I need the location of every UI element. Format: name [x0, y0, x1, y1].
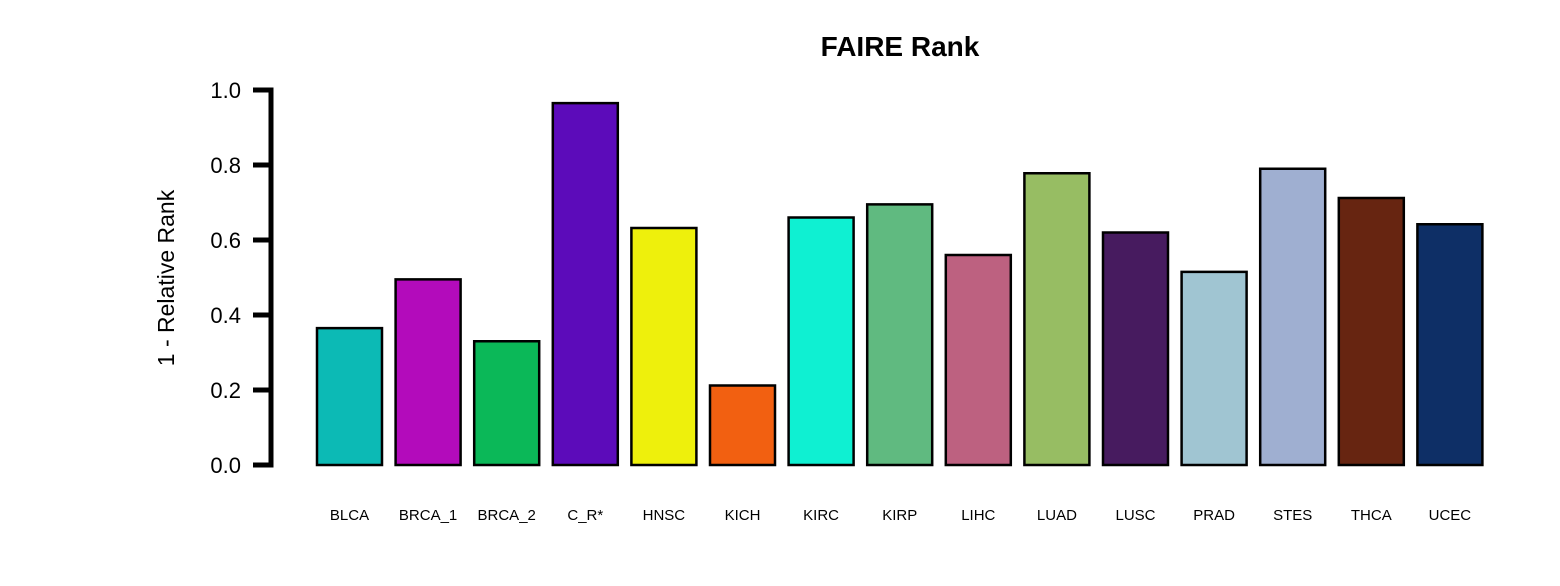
bar-stes	[1258, 167, 1327, 467]
x-tick-label: LUAD	[1037, 507, 1077, 524]
bar-kich	[708, 384, 777, 467]
x-tick-label: C_R*	[567, 507, 603, 524]
x-tick-labels: BLCA BRCA_1 BRCA_2 C_R* HNSC KICH KIRC KIRP LIHC…	[330, 507, 1471, 524]
bar-luad	[1023, 172, 1091, 467]
x-tick-label: PRAD	[1193, 507, 1235, 524]
x-tick-label: KICH	[725, 507, 761, 524]
bar-blca	[315, 326, 384, 467]
bar-brca-2	[472, 340, 541, 467]
bar-prad	[1180, 270, 1248, 467]
bar-kirc	[787, 216, 855, 467]
y-tick-label: 0.0	[210, 453, 241, 478]
y-tick-label: 0.2	[210, 378, 241, 403]
x-tick-label: STES	[1273, 507, 1312, 524]
x-tick-label: BRCA_2	[478, 507, 536, 524]
x-tick-label: BRCA_1	[399, 507, 457, 524]
y-tick-label: 0.8	[210, 153, 241, 178]
bar-hnsc	[630, 226, 698, 467]
bar-lihc	[944, 253, 1013, 467]
x-tick-label: KIRC	[803, 507, 839, 524]
x-tick-label: UCEC	[1429, 507, 1472, 524]
bar-lusc	[1101, 231, 1170, 467]
x-tick-label: THCA	[1351, 507, 1392, 524]
bar-thca	[1337, 196, 1406, 467]
bars	[315, 101, 1484, 467]
x-tick-label: HNSC	[643, 507, 686, 524]
bar-c-r	[551, 101, 620, 467]
y-tick-label: 1.0	[210, 78, 241, 103]
y-axis-label: 1 - Relative Rank	[153, 189, 179, 366]
x-tick-label: KIRP	[882, 507, 917, 524]
x-tick-label: LUSC	[1115, 507, 1155, 524]
bar-kirp	[865, 203, 934, 467]
x-tick-label: LIHC	[961, 507, 995, 524]
y-tick-label: 0.6	[210, 228, 241, 253]
y-axis: 0.0 0.2 0.4 0.6 0.8 1.0	[210, 78, 274, 478]
chart-title: FAIRE Rank	[821, 31, 980, 62]
bar-ucec	[1416, 223, 1484, 467]
y-tick-label: 0.4	[210, 303, 241, 328]
bar-brca-1	[394, 278, 462, 467]
x-tick-label: BLCA	[330, 507, 369, 524]
